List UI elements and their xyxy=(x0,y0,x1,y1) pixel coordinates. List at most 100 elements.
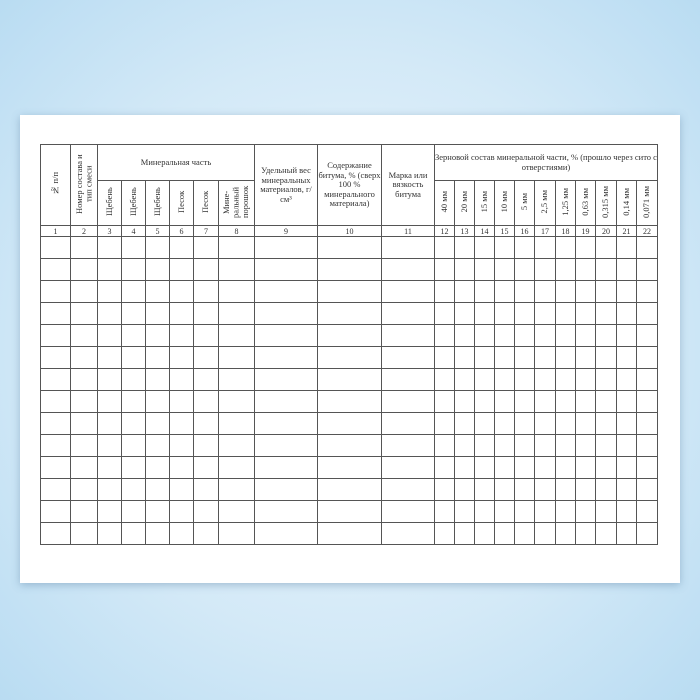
table-cell[interactable] xyxy=(254,368,318,391)
table-cell[interactable] xyxy=(317,478,382,501)
table-cell[interactable] xyxy=(534,390,556,413)
table-cell[interactable] xyxy=(616,390,637,413)
table-cell[interactable] xyxy=(494,456,515,479)
table-cell[interactable] xyxy=(218,412,255,435)
table-cell[interactable] xyxy=(494,500,515,523)
table-cell[interactable] xyxy=(121,456,146,479)
table-cell[interactable] xyxy=(494,368,515,391)
table-cell[interactable] xyxy=(595,324,617,347)
table-cell[interactable] xyxy=(534,346,556,369)
table-cell[interactable] xyxy=(193,324,219,347)
table-cell[interactable] xyxy=(40,456,71,479)
table-cell[interactable] xyxy=(474,390,495,413)
table-cell[interactable] xyxy=(317,236,382,259)
table-cell[interactable] xyxy=(70,324,98,347)
table-cell[interactable] xyxy=(616,302,637,325)
table-cell[interactable] xyxy=(97,412,122,435)
table-cell[interactable] xyxy=(70,280,98,303)
table-cell[interactable] xyxy=(169,258,194,281)
table-cell[interactable] xyxy=(575,500,596,523)
table-cell[interactable] xyxy=(317,280,382,303)
table-cell[interactable] xyxy=(434,258,455,281)
table-cell[interactable] xyxy=(218,324,255,347)
table-cell[interactable] xyxy=(121,346,146,369)
table-cell[interactable] xyxy=(145,236,170,259)
table-cell[interactable] xyxy=(454,412,475,435)
table-cell[interactable] xyxy=(169,500,194,523)
table-cell[interactable] xyxy=(121,302,146,325)
table-cell[interactable] xyxy=(169,434,194,457)
table-cell[interactable] xyxy=(595,236,617,259)
table-cell[interactable] xyxy=(434,324,455,347)
table-cell[interactable] xyxy=(254,258,318,281)
table-cell[interactable] xyxy=(121,478,146,501)
table-cell[interactable] xyxy=(70,236,98,259)
table-cell[interactable] xyxy=(381,412,435,435)
table-cell[interactable] xyxy=(454,258,475,281)
table-cell[interactable] xyxy=(193,346,219,369)
table-cell[interactable] xyxy=(434,280,455,303)
table-cell[interactable] xyxy=(454,434,475,457)
table-cell[interactable] xyxy=(145,478,170,501)
table-cell[interactable] xyxy=(97,456,122,479)
table-cell[interactable] xyxy=(474,456,495,479)
table-cell[interactable] xyxy=(97,236,122,259)
table-cell[interactable] xyxy=(434,390,455,413)
table-cell[interactable] xyxy=(193,280,219,303)
table-cell[interactable] xyxy=(575,324,596,347)
table-cell[interactable] xyxy=(218,478,255,501)
table-cell[interactable] xyxy=(494,390,515,413)
table-cell[interactable] xyxy=(381,522,435,545)
table-cell[interactable] xyxy=(40,280,71,303)
table-cell[interactable] xyxy=(555,500,576,523)
table-cell[interactable] xyxy=(193,522,219,545)
table-cell[interactable] xyxy=(434,500,455,523)
table-cell[interactable] xyxy=(169,280,194,303)
table-cell[interactable] xyxy=(534,412,556,435)
table-cell[interactable] xyxy=(317,302,382,325)
table-cell[interactable] xyxy=(218,368,255,391)
table-cell[interactable] xyxy=(474,346,495,369)
table-cell[interactable] xyxy=(474,368,495,391)
table-cell[interactable] xyxy=(494,478,515,501)
table-cell[interactable] xyxy=(169,236,194,259)
table-cell[interactable] xyxy=(534,368,556,391)
table-cell[interactable] xyxy=(254,236,318,259)
table-cell[interactable] xyxy=(218,522,255,545)
table-cell[interactable] xyxy=(121,500,146,523)
table-cell[interactable] xyxy=(575,302,596,325)
table-cell[interactable] xyxy=(616,478,637,501)
table-cell[interactable] xyxy=(97,522,122,545)
table-cell[interactable] xyxy=(595,390,617,413)
table-cell[interactable] xyxy=(575,412,596,435)
table-cell[interactable] xyxy=(534,258,556,281)
table-cell[interactable] xyxy=(70,434,98,457)
table-cell[interactable] xyxy=(381,302,435,325)
table-cell[interactable] xyxy=(514,324,535,347)
table-cell[interactable] xyxy=(534,236,556,259)
table-cell[interactable] xyxy=(40,412,71,435)
table-cell[interactable] xyxy=(254,456,318,479)
table-cell[interactable] xyxy=(474,258,495,281)
table-cell[interactable] xyxy=(254,478,318,501)
table-cell[interactable] xyxy=(595,456,617,479)
table-cell[interactable] xyxy=(555,522,576,545)
table-cell[interactable] xyxy=(317,368,382,391)
table-cell[interactable] xyxy=(145,456,170,479)
table-cell[interactable] xyxy=(169,412,194,435)
table-cell[interactable] xyxy=(193,258,219,281)
table-cell[interactable] xyxy=(218,258,255,281)
table-cell[interactable] xyxy=(193,236,219,259)
table-cell[interactable] xyxy=(474,500,495,523)
table-cell[interactable] xyxy=(636,346,658,369)
table-cell[interactable] xyxy=(514,478,535,501)
table-cell[interactable] xyxy=(317,522,382,545)
table-cell[interactable] xyxy=(434,522,455,545)
table-cell[interactable] xyxy=(70,302,98,325)
table-cell[interactable] xyxy=(575,280,596,303)
table-cell[interactable] xyxy=(317,258,382,281)
table-cell[interactable] xyxy=(636,236,658,259)
table-cell[interactable] xyxy=(40,258,71,281)
table-cell[interactable] xyxy=(40,522,71,545)
table-cell[interactable] xyxy=(474,412,495,435)
